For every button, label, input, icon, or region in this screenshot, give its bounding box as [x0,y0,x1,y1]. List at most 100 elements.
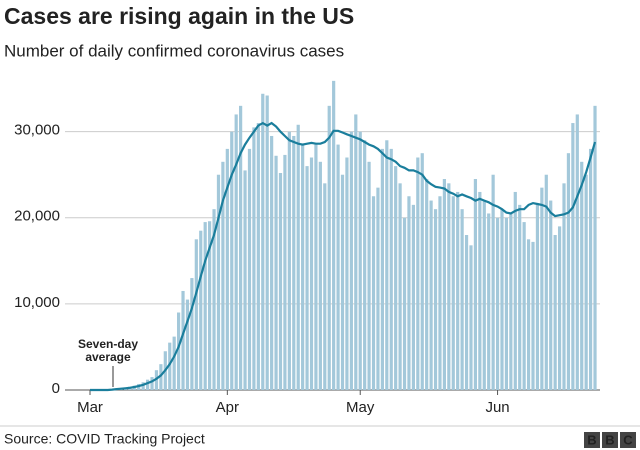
bar [482,200,486,390]
bar [456,191,460,390]
bar [363,140,367,390]
bar [588,148,593,390]
bar [216,174,221,390]
bar [509,213,513,390]
bar [358,131,362,390]
bar [518,204,522,390]
bar [181,290,185,390]
bar [287,131,291,390]
bar [270,135,274,390]
bar [593,105,597,390]
bar [283,154,287,390]
bar [154,370,159,390]
bar [177,312,181,390]
bar [327,105,331,390]
bar [557,226,562,390]
bar [549,200,553,390]
bar [464,235,469,390]
bar [208,221,212,390]
bar [433,209,438,390]
bar [318,161,322,390]
bar [571,123,575,391]
bar [425,179,429,390]
bar [301,144,305,390]
bar [575,114,579,390]
chart-title: Cases are rising again in the US [4,3,354,29]
bar [487,213,491,390]
bar [526,239,531,390]
x-tick-label: Mar [77,399,103,416]
bar [491,174,495,390]
average-line [90,121,597,392]
bar [349,131,353,390]
bar [159,364,163,390]
bar [402,217,407,390]
bar [305,166,309,390]
bar [535,204,540,390]
bar [168,342,172,390]
bar [473,179,478,390]
bar [469,245,473,390]
bar [234,114,238,390]
bar [212,209,216,390]
bar [407,196,411,390]
bar [221,161,225,390]
bar [495,217,500,390]
bar [394,166,398,390]
bar [580,161,584,390]
bar [243,170,247,390]
bar [531,241,535,390]
bar [172,336,176,390]
bar [225,148,229,390]
bar [367,161,371,390]
bar [504,217,509,390]
logo-box [602,432,618,448]
bar [194,239,198,390]
chart-subtitle: Number of daily confirmed coronavirus ca… [4,41,344,60]
bar [309,157,314,390]
bar [553,235,557,390]
bar [261,93,265,391]
bar [292,135,296,390]
bar [544,174,548,390]
bar [256,123,260,391]
bar [296,124,300,391]
bar [385,140,389,390]
bar [478,191,482,390]
x-tick-label: Apr [216,399,239,416]
bar [566,153,571,390]
bar [451,196,455,390]
bar [247,148,252,390]
bar [150,377,154,390]
bar [278,173,283,390]
logo-box [584,432,600,448]
bar [540,187,544,390]
logo-box [620,432,636,448]
bar [354,114,358,390]
bar [203,222,207,390]
bar [522,222,526,390]
bar [332,80,336,390]
logo-letter: B [605,432,614,447]
logo-letter: B [587,432,596,447]
x-tick-label: May [346,399,375,416]
y-tick-label: 10,000 [14,294,60,311]
y-tick-label: 20,000 [14,208,60,225]
bar [265,95,269,390]
bar [513,191,517,390]
bar [239,105,243,390]
bar [336,144,340,390]
bar [141,382,145,390]
bar [340,174,345,390]
bar [562,183,566,390]
bar [416,157,420,390]
y-tick-label: 0 [52,380,60,397]
bar [500,209,504,390]
source: Source: COVID Tracking Project [4,431,205,447]
bar [411,204,415,390]
bar [371,196,376,390]
bar [314,144,318,390]
annotation: average [85,350,131,364]
bar [584,174,588,390]
